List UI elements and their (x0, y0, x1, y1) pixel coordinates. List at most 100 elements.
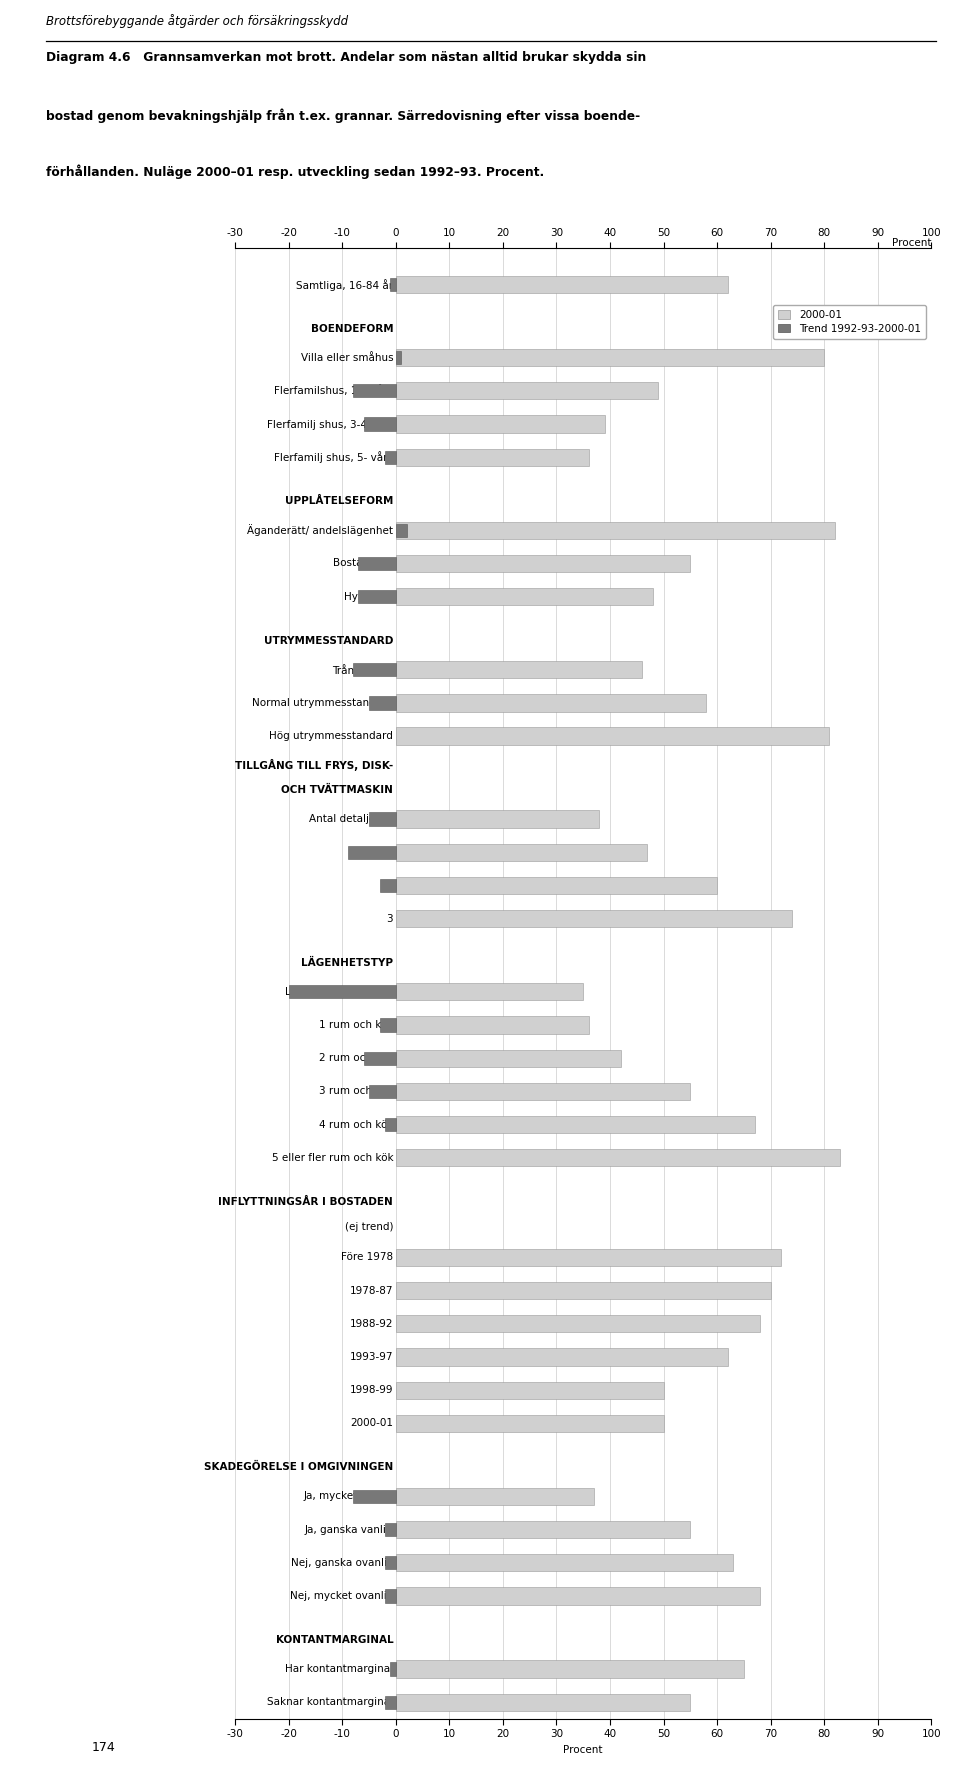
Bar (396, 1116, 755, 1132)
Text: Trångbodda: Trångbodda (332, 664, 394, 675)
Bar (396, 383, 659, 399)
Bar (369, 1084, 396, 1099)
Bar (391, 278, 396, 291)
Text: 5 eller fler rum och kök: 5 eller fler rum och kök (272, 1154, 394, 1162)
Bar (369, 813, 396, 826)
Text: Villa eller småhus: Villa eller småhus (300, 353, 394, 363)
Bar (353, 1490, 396, 1503)
Text: UTRYMMESSTANDARD: UTRYMMESSTANDARD (264, 636, 394, 645)
Text: Saknar kontantmarginal: Saknar kontantmarginal (267, 1698, 394, 1706)
Bar (289, 985, 396, 998)
Text: Äganderätt/ andelslägenhet: Äganderätt/ andelslägenhet (247, 525, 394, 537)
Text: 1988-92: 1988-92 (349, 1318, 394, 1329)
Bar (396, 1049, 621, 1067)
Text: Flerfamilshus, 1-2 vån.: Flerfamilshus, 1-2 vån. (274, 385, 394, 397)
Text: 2000-01: 2000-01 (350, 1418, 394, 1428)
Bar (396, 1660, 744, 1678)
Bar (385, 1556, 396, 1570)
Bar (348, 845, 396, 859)
Text: Före 1978: Före 1978 (341, 1253, 394, 1262)
Bar (396, 276, 728, 292)
Text: TILLGÅNG TILL FRYS, DISK-: TILLGÅNG TILL FRYS, DISK- (235, 758, 394, 771)
Text: Normal utrymmesstandard: Normal utrymmesstandard (252, 698, 394, 709)
Text: Flerfamilj shus, 3-4 vån.: Flerfamilj shus, 3-4 vån. (268, 418, 394, 431)
Text: Flerfamilj shus, 5- vån.: Flerfamilj shus, 5- vån. (274, 452, 394, 462)
Bar (396, 588, 653, 606)
Text: INFLYTTNINGSÅR I BOSTADEN: INFLYTTNINGSÅR I BOSTADEN (218, 1196, 394, 1207)
Bar (396, 1281, 771, 1299)
Bar (369, 696, 396, 709)
Text: Hög utrymmesstandard: Hög utrymmesstandard (269, 732, 394, 741)
Bar (385, 1522, 396, 1536)
Bar (380, 1019, 396, 1031)
Bar (396, 1694, 690, 1712)
Bar (353, 385, 396, 397)
Text: OCH TVÄTTMASKIN: OCH TVÄTTMASKIN (281, 785, 394, 796)
Text: Lägenheter utan kök: Lägenheter utan kök (285, 987, 394, 998)
Bar (396, 525, 406, 537)
Text: Hyresrätt: Hyresrätt (345, 592, 394, 602)
Bar (385, 1696, 396, 1708)
Bar (396, 843, 647, 861)
Bar (396, 877, 717, 895)
Text: Ja, ganska vanlig: Ja, ganska vanlig (304, 1524, 394, 1535)
Bar (364, 1051, 396, 1065)
Text: LÄGENHETSTYP: LÄGENHETSTYP (301, 957, 394, 968)
Bar (391, 1662, 396, 1676)
Bar (396, 1083, 690, 1100)
Legend: 2000-01, Trend 1992-93-2000-01: 2000-01, Trend 1992-93-2000-01 (773, 305, 926, 338)
Bar (358, 556, 396, 571)
Bar (396, 728, 829, 744)
Text: 4 rum och kök: 4 rum och kök (319, 1120, 394, 1129)
X-axis label: Procent: Procent (564, 1745, 603, 1754)
Bar (396, 810, 599, 828)
Text: Samtliga, 16-84 år: Samtliga, 16-84 år (296, 278, 394, 291)
Text: Har kontantmarginal: Har kontantmarginal (285, 1664, 394, 1675)
Bar (396, 1348, 728, 1366)
Bar (396, 415, 605, 432)
Text: 1 rum och kök: 1 rum och kök (319, 1021, 394, 1030)
Bar (396, 1520, 690, 1538)
Text: 3: 3 (387, 914, 394, 923)
Bar (396, 1017, 588, 1033)
Bar (396, 983, 584, 1001)
Bar (385, 450, 396, 464)
Text: 1: 1 (387, 847, 394, 858)
Bar (385, 1118, 396, 1131)
Bar (396, 1315, 760, 1333)
Bar (396, 911, 792, 927)
Bar (396, 1554, 733, 1572)
Bar (396, 661, 642, 679)
Bar (396, 351, 401, 365)
Text: UPPLÅTELSEFORM: UPPLÅTELSEFORM (285, 496, 394, 507)
Text: 174: 174 (91, 1742, 115, 1754)
Text: 2: 2 (387, 881, 394, 891)
Text: Nej, mycket ovanlig: Nej, mycket ovanlig (290, 1591, 394, 1600)
Text: SKADEGÖRELSE I OMGIVNINGEN: SKADEGÖRELSE I OMGIVNINGEN (204, 1462, 394, 1473)
Bar (358, 590, 396, 602)
Bar (396, 1382, 663, 1398)
Text: KONTANTMARGINAL: KONTANTMARGINAL (276, 1636, 394, 1644)
Text: Diagram 4.6   Grannsamverkan mot brott. Andelar som nästan alltid brukar skydda : Diagram 4.6 Grannsamverkan mot brott. An… (46, 51, 646, 64)
Text: Ja, mycket vanlig: Ja, mycket vanlig (304, 1492, 394, 1501)
Text: 1998-99: 1998-99 (349, 1386, 394, 1395)
Text: Nej, ganska ovanlig: Nej, ganska ovanlig (291, 1558, 394, 1568)
Bar (396, 1249, 781, 1265)
Text: bostad genom bevakningshjälp från t.ex. grannar. Särredovisning efter vissa boen: bostad genom bevakningshjälp från t.ex. … (46, 108, 640, 122)
Text: 1993-97: 1993-97 (349, 1352, 394, 1363)
Text: 1978-87: 1978-87 (349, 1285, 394, 1295)
Bar (385, 1589, 396, 1602)
Bar (396, 1148, 840, 1166)
Text: förhållanden. Nuläge 2000–01 resp. utveckling sedan 1992–93. Procent.: förhållanden. Nuläge 2000–01 resp. utvec… (46, 165, 544, 179)
Text: (ej trend): (ej trend) (345, 1223, 394, 1233)
Bar (396, 1488, 594, 1504)
Text: 3 rum och kök: 3 rum och kök (319, 1086, 394, 1097)
Bar (396, 521, 835, 539)
Text: Antal detaljer: 0: Antal detaljer: 0 (309, 813, 394, 824)
Bar (353, 663, 396, 677)
Bar (396, 349, 824, 367)
Bar (380, 879, 396, 891)
Bar (396, 695, 707, 712)
Bar (396, 1414, 663, 1432)
Bar (396, 448, 588, 466)
